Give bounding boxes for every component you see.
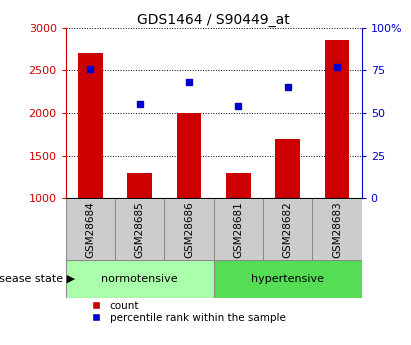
Bar (214, 260, 362, 298)
Bar (115, 198, 164, 260)
Text: GSM28685: GSM28685 (135, 201, 145, 258)
Text: GSM28686: GSM28686 (184, 201, 194, 258)
Bar (275, 139, 300, 198)
Bar (66, 198, 115, 260)
Bar (78, 53, 103, 198)
Bar (312, 198, 362, 260)
Text: GSM28684: GSM28684 (85, 201, 95, 258)
Text: GSM28682: GSM28682 (283, 201, 293, 258)
Bar (127, 173, 152, 198)
Bar (214, 198, 263, 260)
Bar (177, 113, 201, 198)
Bar (263, 198, 312, 260)
Text: GSM28681: GSM28681 (233, 201, 243, 258)
Bar (66, 260, 214, 298)
Legend: count, percentile rank within the sample: count, percentile rank within the sample (86, 301, 286, 323)
Text: GSM28683: GSM28683 (332, 201, 342, 258)
Bar (325, 40, 349, 198)
Bar (226, 173, 251, 198)
Bar (164, 198, 214, 260)
Title: GDS1464 / S90449_at: GDS1464 / S90449_at (137, 12, 290, 27)
Text: normotensive: normotensive (102, 274, 178, 284)
Text: disease state ▶: disease state ▶ (0, 274, 76, 284)
Text: hypertensive: hypertensive (251, 274, 324, 284)
